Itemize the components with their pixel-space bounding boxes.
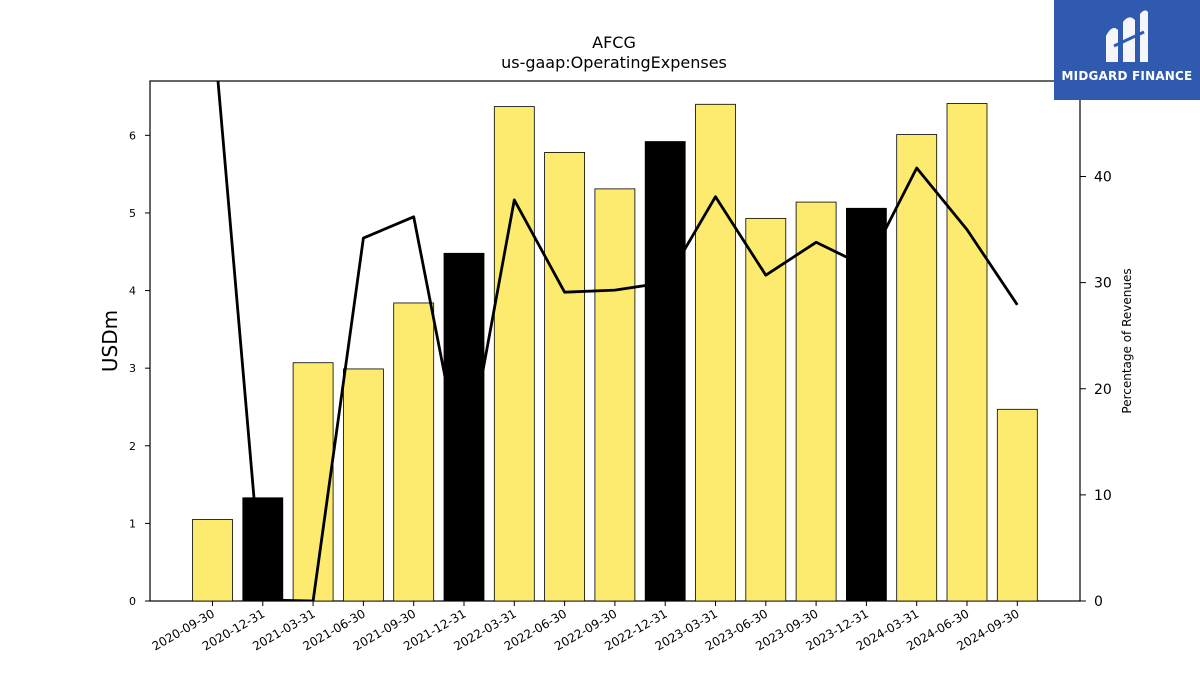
bar-2023-06-30 xyxy=(745,217,787,602)
bar-2024-03-31 xyxy=(896,134,938,602)
y-tick-label: 1 xyxy=(129,517,136,530)
bar-2022-12-31 xyxy=(644,141,686,602)
bar-2021-12-31 xyxy=(443,252,485,602)
y-axis-right: 0 10 20 30 40 xyxy=(1080,170,1112,610)
y2-tick-label: 30 xyxy=(1094,276,1112,292)
y-tick-label: 6 xyxy=(129,129,136,142)
bar-2021-09-30 xyxy=(393,302,435,602)
x-axis: 2020-09-302020-12-312021-03-312021-06-30… xyxy=(150,601,1022,653)
y2-tick-label: 0 xyxy=(1094,594,1103,610)
bar-2024-06-30 xyxy=(946,103,988,602)
bars-group xyxy=(192,103,1038,602)
line-layer xyxy=(216,81,1019,601)
bar-2022-03-31 xyxy=(493,106,535,602)
bar-2022-09-30 xyxy=(594,188,636,602)
bar-2022-06-30 xyxy=(544,152,585,602)
y-axis-left: 0 1 2 3 4 5 6 xyxy=(129,129,150,608)
bar-2023-09-30 xyxy=(795,201,837,602)
bar-2021-03-31 xyxy=(292,362,334,602)
bar-2023-12-31 xyxy=(846,207,887,602)
y-tick-label: 5 xyxy=(129,207,136,220)
midgard-logo: MIDGARD FINANCE xyxy=(1054,0,1200,100)
bar-2021-06-30 xyxy=(342,368,384,602)
midgard-logo-icon xyxy=(1106,10,1148,62)
logo-text: MIDGARD FINANCE xyxy=(1061,69,1193,83)
y-axis-label: USDm xyxy=(98,310,122,372)
bar-2024-09-30 xyxy=(996,408,1038,602)
bar-2020-09-30 xyxy=(192,519,233,602)
y2-tick-label: 10 xyxy=(1094,488,1112,504)
chart-subtitle: us-gaap:OperatingExpenses xyxy=(501,53,727,72)
y-tick-label: 2 xyxy=(129,440,136,453)
y-tick-label: 0 xyxy=(129,595,136,608)
line-series-percentage-of-revenues xyxy=(216,81,1019,601)
y2-tick-label: 20 xyxy=(1094,382,1112,398)
y-tick-label: 3 xyxy=(129,362,136,375)
bar-2023-03-31 xyxy=(695,103,736,602)
y2-axis-label: Percentage of Revenues xyxy=(1120,268,1134,413)
y-tick-label: 4 xyxy=(129,285,136,298)
y2-tick-label: 40 xyxy=(1094,170,1112,186)
chart-title: AFCG xyxy=(592,33,636,52)
